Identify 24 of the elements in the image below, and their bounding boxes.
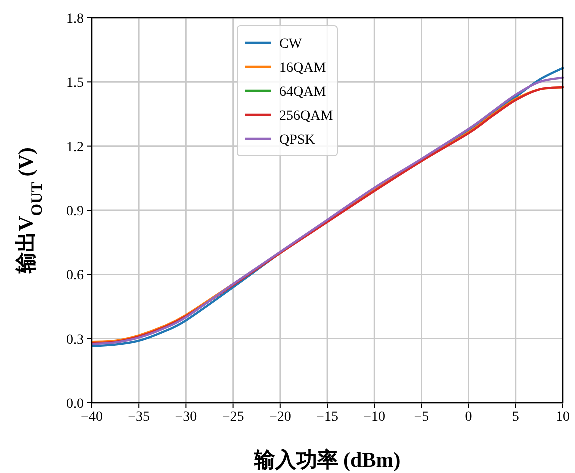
y-tick-label: 1.8 xyxy=(66,12,84,27)
y-tick-label: 0.6 xyxy=(66,268,84,284)
y-tick-label: 1.2 xyxy=(66,140,84,156)
x-tick-label: −40 xyxy=(81,410,103,425)
legend-label: 64QAM xyxy=(280,85,327,100)
x-tick-label: 5 xyxy=(512,410,520,425)
x-tick-label: −25 xyxy=(222,410,244,425)
y-tick-label: 1.5 xyxy=(66,76,84,92)
x-tick-label: −15 xyxy=(316,410,338,425)
x-tick-label: −30 xyxy=(175,410,198,425)
x-tick-label: −5 xyxy=(414,410,430,425)
x-tick-label: −10 xyxy=(364,410,386,425)
y-tick-label: 0.3 xyxy=(66,332,84,348)
legend-label: CW xyxy=(280,37,303,52)
x-axis-title: 输入功率 (dBm) xyxy=(253,448,401,472)
legend-label: QPSK xyxy=(280,133,316,148)
y-tick-label: 0.0 xyxy=(66,397,84,412)
x-tick-label: −20 xyxy=(269,410,292,425)
x-tick-label: 0 xyxy=(465,410,472,425)
legend-label: 256QAM xyxy=(280,109,334,124)
legend-label: 16QAM xyxy=(280,61,327,76)
x-tick-label: −35 xyxy=(128,410,150,425)
y-tick-label: 0.9 xyxy=(66,204,84,220)
x-tick-label: 10 xyxy=(556,410,570,425)
